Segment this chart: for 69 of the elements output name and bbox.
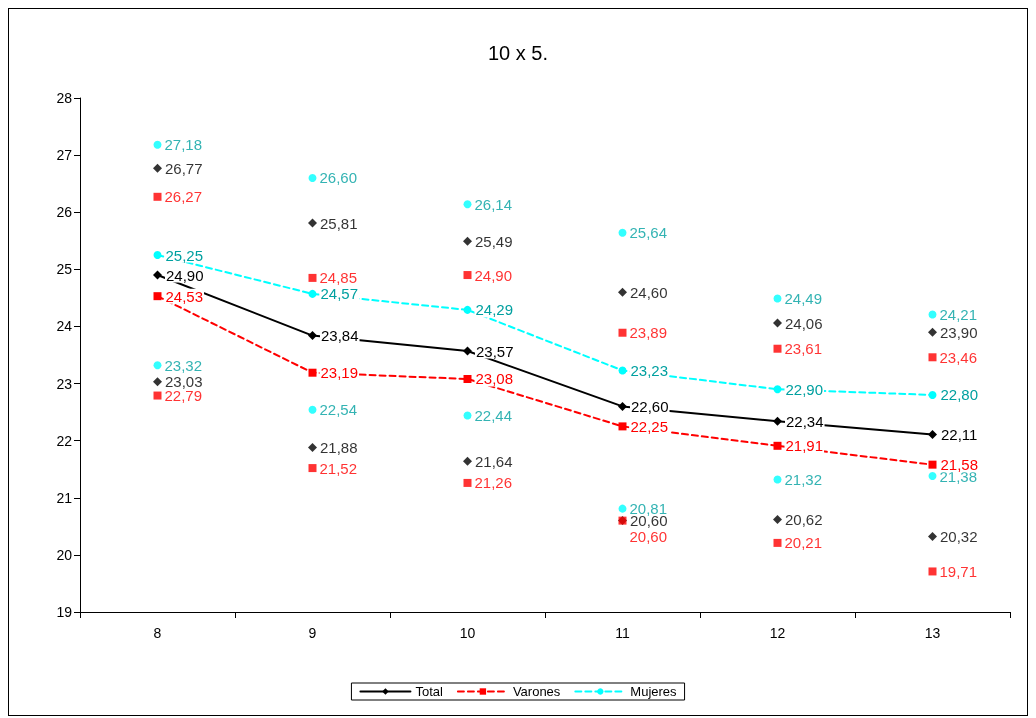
x-tick-label: 9 bbox=[308, 625, 317, 641]
x-tick-label: 10 bbox=[459, 625, 476, 641]
data-label: 23,46 bbox=[939, 348, 978, 366]
data-label: 26,14 bbox=[474, 195, 513, 213]
data-label: 22,80 bbox=[940, 386, 979, 404]
y-tick-label: 23 bbox=[56, 375, 73, 392]
data-label: 24,29 bbox=[475, 301, 514, 319]
data-label: 21,91 bbox=[785, 437, 824, 455]
data-label: 21,26 bbox=[474, 474, 513, 492]
data-label: 24,85 bbox=[319, 269, 358, 287]
y-tick-label: 21 bbox=[56, 489, 73, 506]
data-label: 23,61 bbox=[784, 340, 823, 358]
data-label: 23,84 bbox=[321, 327, 359, 345]
data-label: 20,62 bbox=[785, 510, 823, 528]
data-label: 23,03 bbox=[165, 373, 203, 391]
x-tick-label: 13 bbox=[924, 625, 941, 641]
data-label: 23,08 bbox=[475, 370, 514, 388]
y-tick-label: 22 bbox=[56, 432, 73, 449]
data-label: 25,64 bbox=[629, 224, 668, 242]
x-tick-label: 11 bbox=[615, 625, 630, 641]
y-tick-label: 19 bbox=[56, 604, 73, 620]
y-tick-label: 26 bbox=[56, 204, 73, 221]
data-label: 25,49 bbox=[475, 232, 513, 250]
data-label: 23,90 bbox=[940, 323, 978, 341]
data-label: 24,57 bbox=[320, 285, 359, 303]
data-label: 27,18 bbox=[164, 136, 203, 154]
y-tick-label: 27 bbox=[56, 147, 73, 164]
chart-title: 10 x 5. bbox=[487, 42, 549, 64]
y-tick-label: 20 bbox=[56, 546, 73, 563]
data-label: 23,89 bbox=[629, 324, 668, 342]
x-tick-label: 8 bbox=[153, 625, 162, 641]
data-label: 25,81 bbox=[320, 214, 358, 232]
data-label: 21,88 bbox=[320, 439, 358, 457]
legend-label: Mujeres bbox=[630, 684, 678, 699]
data-label: 22,44 bbox=[474, 407, 513, 425]
data-label: 22,11 bbox=[941, 425, 978, 443]
data-label: 20,32 bbox=[940, 528, 978, 546]
y-tick-label: 28 bbox=[56, 90, 73, 106]
data-label: 24,60 bbox=[630, 283, 668, 301]
data-label: 21,32 bbox=[784, 471, 823, 488]
data-label: 22,54 bbox=[319, 401, 358, 419]
data-label: 25,25 bbox=[165, 246, 204, 264]
data-label: 26,27 bbox=[164, 188, 203, 206]
data-label: 24,21 bbox=[939, 305, 978, 323]
data-label: 22,25 bbox=[630, 417, 669, 435]
y-tick-label: 24 bbox=[56, 318, 73, 335]
data-label: 22,90 bbox=[785, 380, 824, 398]
data-label: 24,06 bbox=[785, 314, 823, 332]
data-label: 23,32 bbox=[164, 356, 203, 374]
data-label: 23,19 bbox=[320, 364, 359, 382]
data-label: 21,52 bbox=[319, 459, 358, 477]
data-label: 26,60 bbox=[319, 169, 358, 187]
y-tick-label: 25 bbox=[56, 261, 73, 278]
data-label: 24,90 bbox=[166, 266, 204, 284]
data-label: 24,49 bbox=[784, 289, 823, 307]
data-label: 20,60 bbox=[629, 528, 668, 546]
data-label: 21,64 bbox=[475, 452, 513, 470]
data-label: 20,21 bbox=[784, 534, 823, 552]
data-label: 23,57 bbox=[476, 342, 514, 360]
data-label: 24,53 bbox=[165, 287, 204, 305]
data-label: 19,71 bbox=[939, 562, 978, 580]
data-label: 24,90 bbox=[474, 266, 513, 284]
legend-label: Varones bbox=[512, 684, 561, 699]
data-label: 23,23 bbox=[630, 361, 669, 379]
x-tick-label: 12 bbox=[769, 625, 786, 641]
data-label: 26,77 bbox=[165, 159, 203, 177]
legend-label: Total bbox=[415, 684, 443, 699]
data-label: 22,34 bbox=[786, 412, 824, 430]
data-label: 22,60 bbox=[631, 397, 669, 415]
